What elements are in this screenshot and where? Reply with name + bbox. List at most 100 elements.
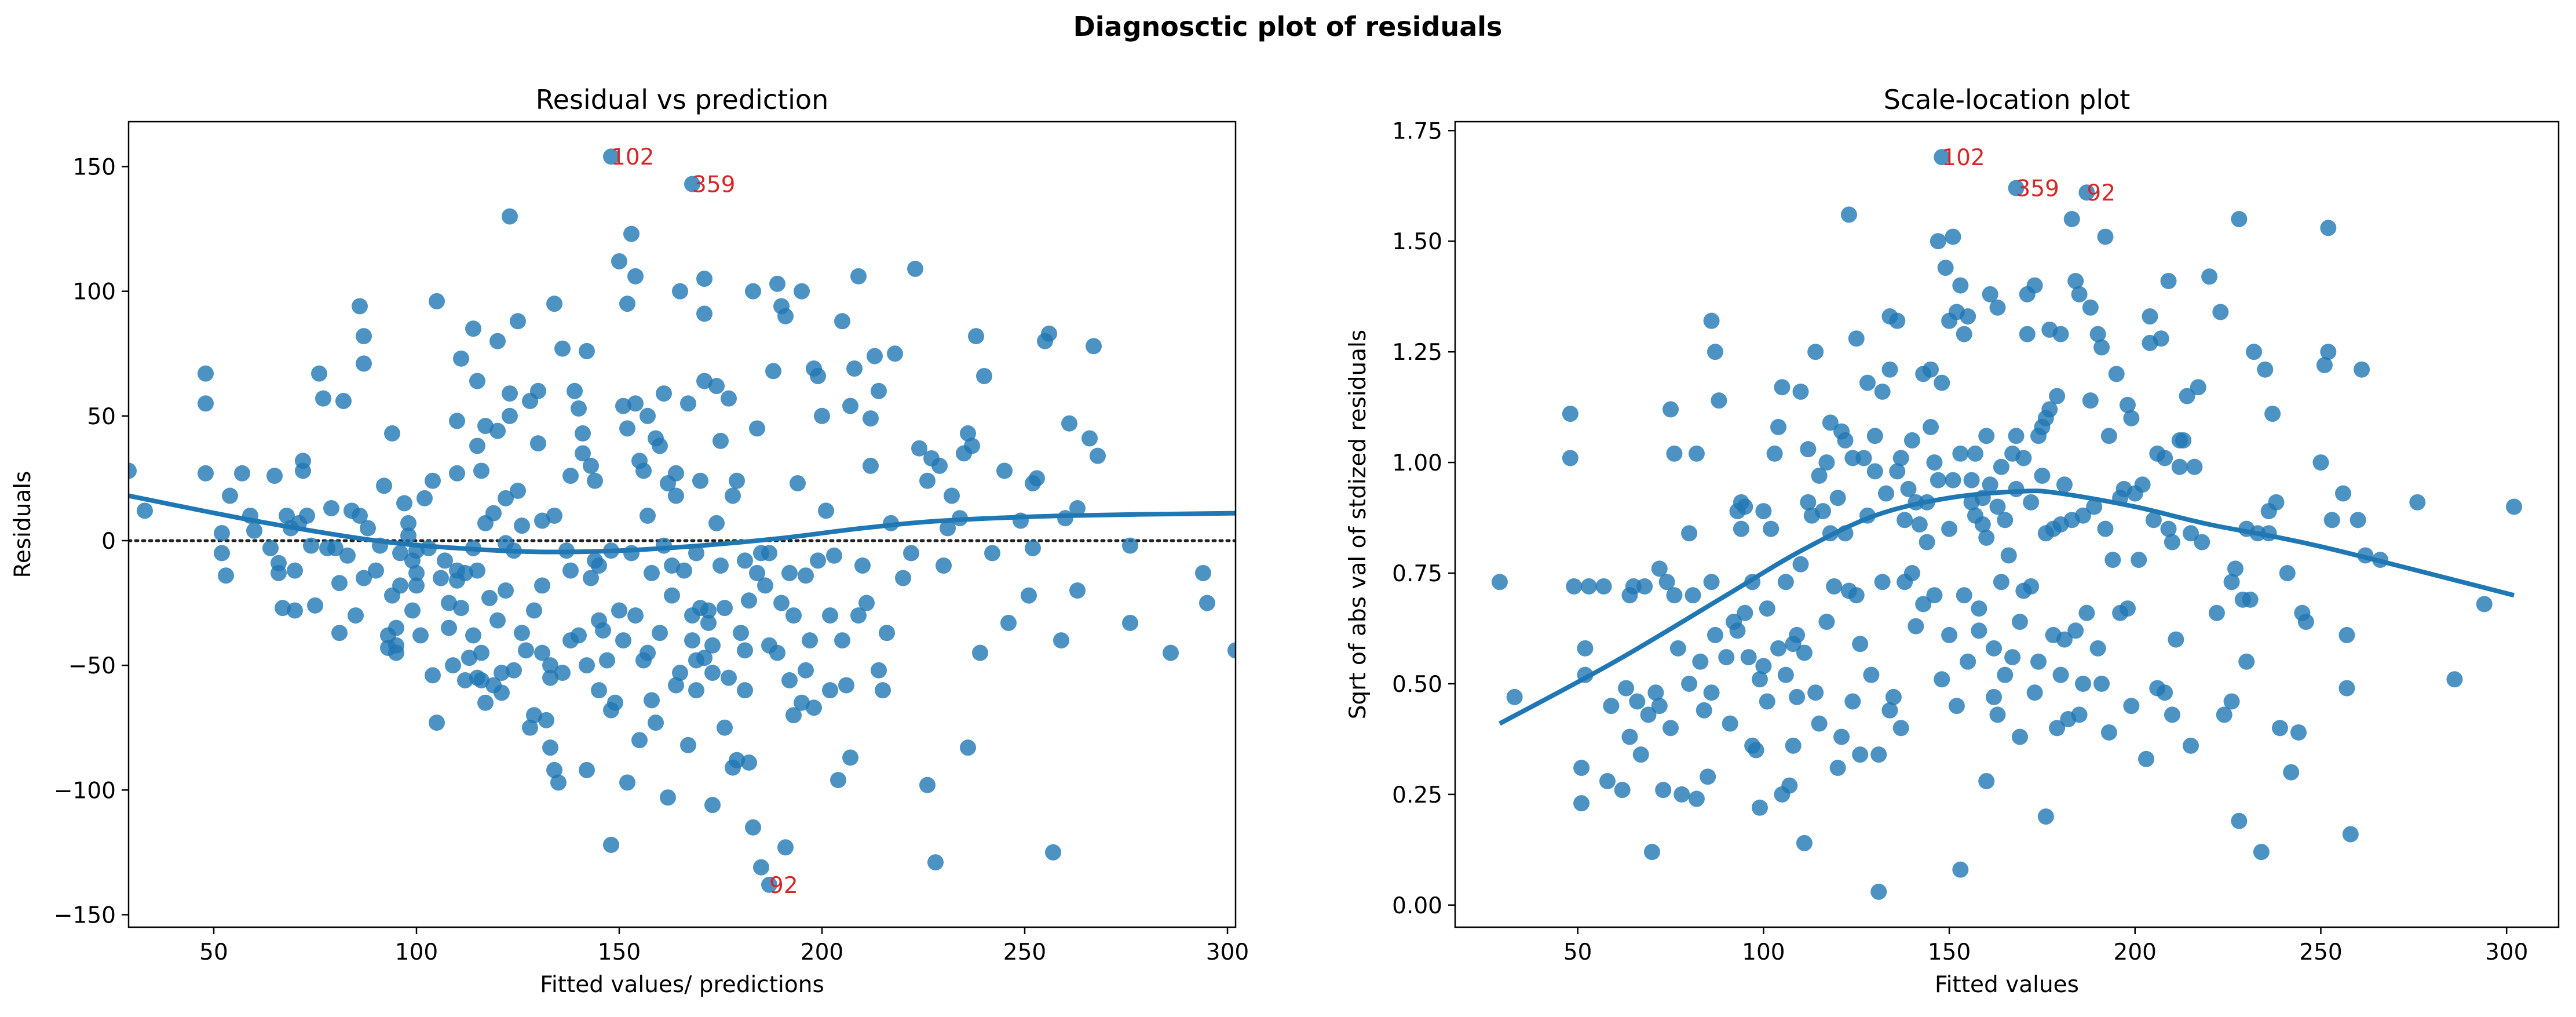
scatter-point xyxy=(2153,330,2169,347)
scatter-point xyxy=(2268,494,2285,511)
scatter-point xyxy=(2074,675,2091,692)
scatter-point xyxy=(842,398,858,414)
scatter-point xyxy=(627,607,644,624)
scatter-point xyxy=(1681,675,1698,692)
scatter-point xyxy=(2201,268,2218,285)
scatter-point xyxy=(1580,578,1597,595)
scatter-point xyxy=(2290,724,2307,741)
scatter-point xyxy=(704,665,721,681)
scatter-point xyxy=(2342,826,2359,843)
plot-area xyxy=(1491,149,2523,900)
scatter-point xyxy=(1792,556,1809,573)
y-tick-label: 0.25 xyxy=(1392,782,1442,808)
scatter-point xyxy=(749,420,765,437)
scatter-point xyxy=(2089,326,2106,342)
scatter-point xyxy=(1669,640,1686,657)
scatter-point xyxy=(1974,516,1991,533)
scatter-point xyxy=(1122,614,1138,631)
y-tick-label: −50 xyxy=(68,653,116,679)
scatter-point xyxy=(822,682,838,699)
scatter-point xyxy=(1777,574,1794,590)
scatter-point xyxy=(530,382,546,399)
scatter-point xyxy=(449,413,465,429)
scatter-point xyxy=(388,619,404,636)
scatter-point xyxy=(2071,286,2088,302)
scatter-point xyxy=(518,642,534,659)
scatter-point xyxy=(1000,614,1017,631)
scatter-point xyxy=(619,420,635,437)
axes-frame xyxy=(1454,121,2560,928)
scatter-point xyxy=(526,707,542,724)
scatter-point xyxy=(623,545,640,562)
scatter-point xyxy=(660,789,676,806)
axes-frame xyxy=(127,121,1237,928)
scatter-point xyxy=(2063,211,2080,228)
scatter-point xyxy=(781,672,798,688)
scatter-point xyxy=(615,632,631,649)
scatter-point xyxy=(2026,277,2043,294)
scatter-point xyxy=(2082,299,2099,316)
scatter-point xyxy=(1796,834,1813,851)
scatter-point xyxy=(1892,450,1909,466)
scatter-point xyxy=(1506,688,1523,705)
scatter-point xyxy=(1837,432,1854,449)
scatter-point xyxy=(1573,760,1590,777)
scatter-point xyxy=(198,395,214,412)
scatter-point xyxy=(2056,476,2073,493)
scatter-point xyxy=(810,552,826,569)
scatter-point xyxy=(453,600,469,617)
scatter-point xyxy=(794,694,810,711)
scatter-point xyxy=(2164,706,2180,723)
scatter-point xyxy=(717,719,733,736)
scatter-point xyxy=(1848,587,1865,604)
scatter-point xyxy=(2023,578,2040,595)
scatter-point xyxy=(1651,698,1668,715)
scatter-point xyxy=(733,625,749,641)
outlier-annotation: 102 xyxy=(1942,145,1985,171)
scale-location-panel: Scale-location plot Fitted values Sqrt o… xyxy=(1345,84,2560,998)
scatter-point xyxy=(1640,706,1657,723)
scatter-point xyxy=(2316,357,2333,374)
scatter-point xyxy=(2168,631,2184,648)
scatter-point xyxy=(562,468,579,484)
scatter-point xyxy=(1848,330,1865,347)
scatter-point xyxy=(2008,180,2025,196)
scatter-point xyxy=(2015,450,2032,466)
scatter-point xyxy=(1061,415,1077,432)
scatter-point xyxy=(2334,485,2351,502)
scatter-point xyxy=(1688,790,1705,807)
scatter-point xyxy=(2030,653,2047,670)
scatter-point xyxy=(331,625,348,641)
scatter-point xyxy=(2171,458,2188,475)
scatter-point xyxy=(1829,490,1846,506)
scatter-point xyxy=(481,589,498,606)
scatter-point xyxy=(534,644,550,661)
scatter-point xyxy=(1632,746,1649,763)
scatter-point xyxy=(2186,458,2203,475)
scatter-point xyxy=(806,699,822,716)
scatter-point xyxy=(1740,649,1757,666)
scatter-point xyxy=(400,527,416,544)
scatter-point xyxy=(798,567,814,584)
y-tick-label: −100 xyxy=(54,778,116,804)
scatter-point xyxy=(449,465,465,482)
scatter-point xyxy=(2100,724,2117,741)
residual-plot-title: Residual vs prediction xyxy=(536,84,828,115)
scatter-point xyxy=(1892,720,1909,737)
scatter-point xyxy=(927,854,944,871)
scatter-point xyxy=(429,715,445,731)
scatter-point xyxy=(356,355,372,372)
scatter-point xyxy=(1982,476,1998,493)
scatter-point xyxy=(562,562,579,579)
scatter-point xyxy=(489,333,506,349)
scatter-point xyxy=(335,392,352,409)
scatter-point xyxy=(960,425,976,442)
scatter-point xyxy=(1926,587,1943,604)
scatter-point xyxy=(721,390,737,407)
scatter-point xyxy=(1025,540,1041,556)
scatter-point xyxy=(542,739,558,756)
scatter-point xyxy=(2157,684,2173,701)
x-tick-label: 200 xyxy=(2114,939,2157,965)
scatter-point xyxy=(331,575,348,592)
scatter-point xyxy=(1718,649,1735,666)
